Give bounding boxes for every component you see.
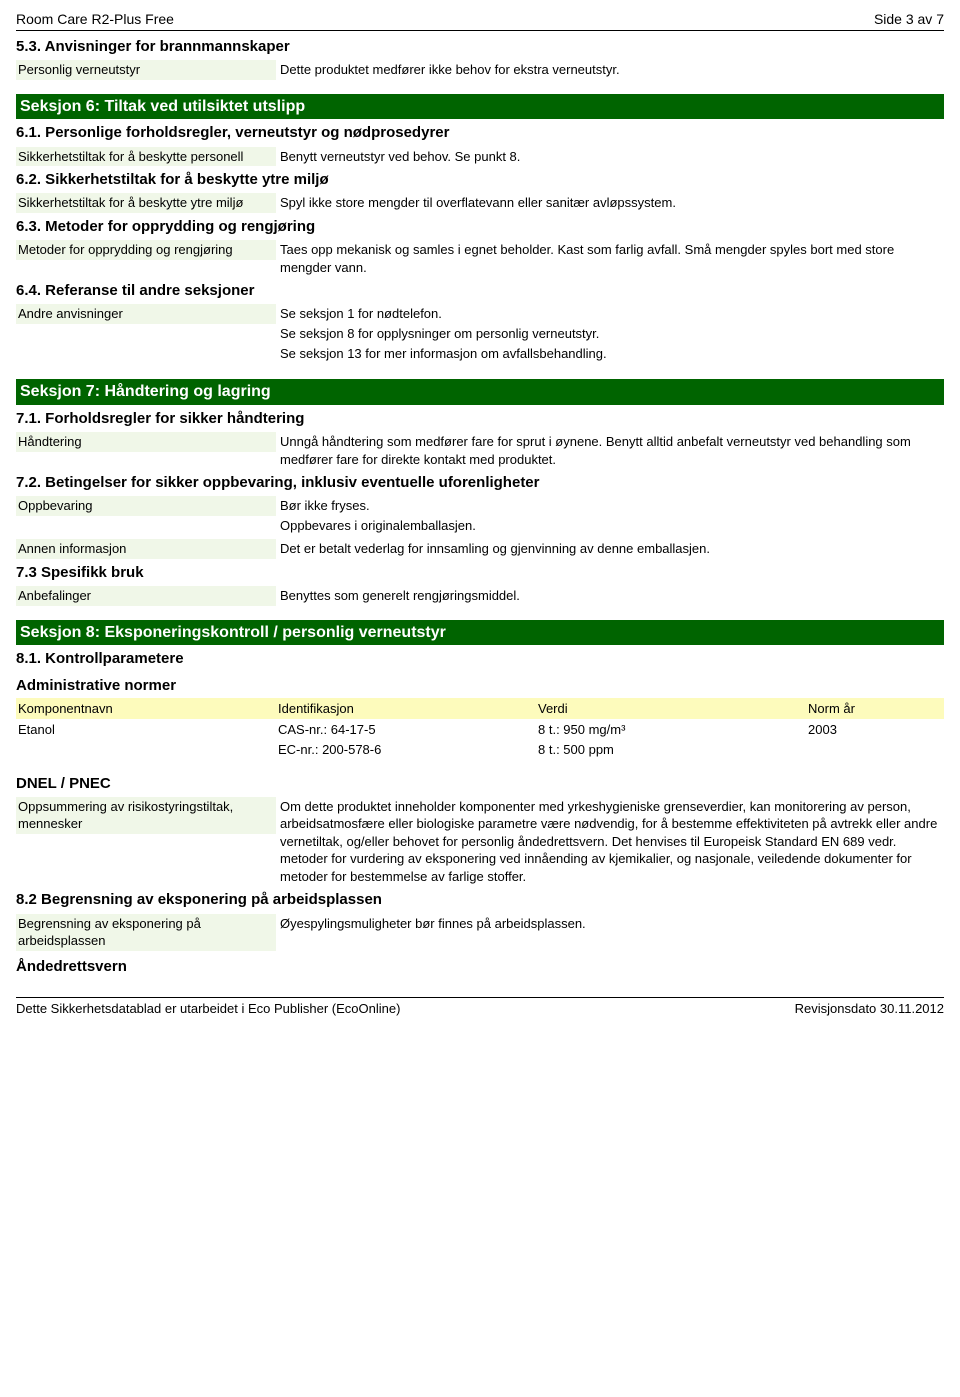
label-dnel-1: Oppsummering av risikostyringstiltak, me… <box>16 797 276 834</box>
heading-6-4: 6.4. Referanse til andre seksjoner <box>16 281 944 301</box>
row-6-2-1: Sikkerhetstiltak for å beskytte ytre mil… <box>16 193 944 213</box>
document-footer: Dette Sikkerhetsdatablad er utarbeidet i… <box>16 997 944 1018</box>
norm-id-ec: EC-nr.: 200-578-6 <box>278 741 538 759</box>
norm-id: CAS-nr.: 64-17-5 EC-nr.: 200-578-6 <box>278 721 538 760</box>
norm-year: 2003 <box>808 721 942 760</box>
document-header: Room Care R2-Plus Free Side 3 av 7 <box>16 10 944 31</box>
section-7-heading: Seksjon 7: Håndtering og lagring <box>16 379 944 405</box>
row-7-2-2: Annen informasjon Det er betalt vederlag… <box>16 539 944 559</box>
label-6-1-1: Sikkerhetstiltak for å beskytte personel… <box>16 147 276 167</box>
label-personlig-verneutstyr: Personlig verneutstyr <box>16 60 276 80</box>
row-6-4-1: Andre anvisninger Se seksjon 1 for nødte… <box>16 304 944 365</box>
heading-7-3: 7.3 Spesifikk bruk <box>16 563 944 583</box>
heading-5-3: 5.3. Anvisninger for brannmannskaper <box>16 37 944 57</box>
footer-right: Revisjonsdato 30.11.2012 <box>795 1000 944 1018</box>
norm-h-identifikasjon: Identifikasjon <box>278 700 538 718</box>
norm-v1: 8 t.: 950 mg/m³ <box>538 721 808 739</box>
value-7-2-2: Det er betalt vederlag for innsamling og… <box>276 539 944 559</box>
row-dnel-1: Oppsummering av risikostyringstiltak, me… <box>16 797 944 887</box>
row-5-3-1: Personlig verneutstyr Dette produktet me… <box>16 60 944 80</box>
norm-v2: 8 t.: 500 ppm <box>538 741 808 759</box>
heading-7-1: 7.1. Forholdsregler for sikker håndterin… <box>16 409 944 429</box>
value-6-4-1: Se seksjon 1 for nødtelefon. Se seksjon … <box>276 304 944 365</box>
norm-h-komponentnavn: Komponentnavn <box>18 700 278 718</box>
row-6-3-1: Metoder for opprydding og rengjøring Tae… <box>16 240 944 277</box>
heading-7-2: 7.2. Betingelser for sikker oppbevaring,… <box>16 473 944 493</box>
norm-id-cas: CAS-nr.: 64-17-5 <box>278 721 538 739</box>
label-7-3-1: Anbefalinger <box>16 586 276 606</box>
norm-name: Etanol <box>18 721 278 760</box>
row-6-1-1: Sikkerhetstiltak for å beskytte personel… <box>16 147 944 167</box>
row-8-2-1: Begrensning av eksponering på arbeidspla… <box>16 914 944 951</box>
heading-6-3: 6.3. Metoder for opprydding og rengjørin… <box>16 217 944 237</box>
value-7-3-1: Benyttes som generelt rengjøringsmiddel. <box>276 586 944 606</box>
heading-8-1: 8.1. Kontrollparametere <box>16 649 944 669</box>
value-6-1-1: Benytt verneutstyr ved behov. Se punkt 8… <box>276 147 944 167</box>
value-dnel-1: Om dette produktet inneholder komponente… <box>276 797 944 887</box>
heading-dnel: DNEL / PNEC <box>16 774 944 794</box>
value-6-2-1: Spyl ikke store mengder til overflatevan… <box>276 193 944 213</box>
section-8-heading: Seksjon 8: Eksponeringskontroll / person… <box>16 620 944 646</box>
value-6-4-1b: Se seksjon 8 for opplysninger om personl… <box>280 325 940 343</box>
norm-h-verdi: Verdi <box>538 700 808 718</box>
norm-data-row: Etanol CAS-nr.: 64-17-5 EC-nr.: 200-578-… <box>16 719 944 762</box>
value-personlig-verneutstyr: Dette produktet medfører ikke behov for … <box>276 60 944 80</box>
value-7-2-1b: Oppbevares i originalemballasjen. <box>280 517 940 535</box>
label-7-1-1: Håndtering <box>16 432 276 452</box>
label-6-2-1: Sikkerhetstiltak for å beskytte ytre mil… <box>16 193 276 213</box>
label-8-2-1: Begrensning av eksponering på arbeidspla… <box>16 914 276 951</box>
value-7-2-1: Bør ikke fryses. Oppbevares i originalem… <box>276 496 944 537</box>
row-7-2-1: Oppbevaring Bør ikke fryses. Oppbevares … <box>16 496 944 537</box>
heading-admin-normer: Administrative normer <box>16 676 944 696</box>
value-6-4-1a: Se seksjon 1 for nødtelefon. <box>280 305 940 323</box>
value-7-1-1: Unngå håndtering som medfører fare for s… <box>276 432 944 469</box>
heading-6-1: 6.1. Personlige forholdsregler, verneuts… <box>16 123 944 143</box>
value-6-3-1: Taes opp mekanisk og samles i egnet beho… <box>276 240 944 277</box>
label-7-2-2: Annen informasjon <box>16 539 276 559</box>
norm-verdi: 8 t.: 950 mg/m³ 8 t.: 500 ppm <box>538 721 808 760</box>
label-6-3-1: Metoder for opprydding og rengjøring <box>16 240 276 260</box>
value-8-2-1: Øyespylingsmuligheter bør finnes på arbe… <box>276 914 944 934</box>
doc-title: Room Care R2-Plus Free <box>16 10 174 29</box>
label-7-2-1: Oppbevaring <box>16 496 276 516</box>
section-6-heading: Seksjon 6: Tiltak ved utilsiktet utslipp <box>16 94 944 120</box>
footer-left: Dette Sikkerhetsdatablad er utarbeidet i… <box>16 1000 400 1018</box>
label-6-4-1: Andre anvisninger <box>16 304 276 324</box>
value-6-4-1c: Se seksjon 13 for mer informasjon om avf… <box>280 345 940 363</box>
heading-andedrettsvern: Åndedrettsvern <box>16 957 944 977</box>
norm-header-row: Komponentnavn Identifikasjon Verdi Norm … <box>16 698 944 720</box>
heading-6-2: 6.2. Sikkerhetstiltak for å beskytte ytr… <box>16 170 944 190</box>
heading-8-2: 8.2 Begrensning av eksponering på arbeid… <box>16 890 944 910</box>
page-indicator: Side 3 av 7 <box>874 10 944 29</box>
row-7-1-1: Håndtering Unngå håndtering som medfører… <box>16 432 944 469</box>
norm-h-normar: Norm år <box>808 700 942 718</box>
value-7-2-1a: Bør ikke fryses. <box>280 497 940 515</box>
row-7-3-1: Anbefalinger Benyttes som generelt rengj… <box>16 586 944 606</box>
